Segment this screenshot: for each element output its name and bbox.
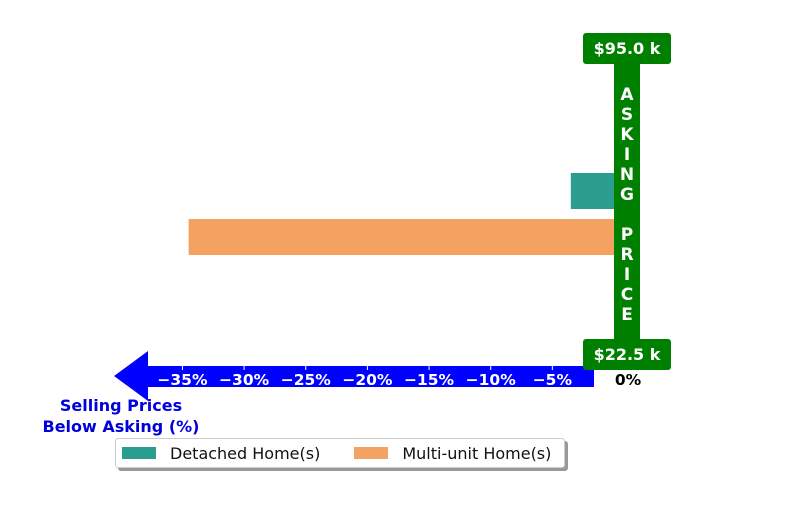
- x-tick-label: −30%: [219, 371, 270, 389]
- x-tick-label: −20%: [342, 371, 393, 389]
- legend-swatch-detached: [122, 447, 156, 459]
- x-tick-label: −5%: [533, 371, 573, 389]
- asking-price-letter: P: [621, 225, 633, 245]
- asking-price-letter: N: [620, 165, 634, 185]
- asking-price-letter: G: [620, 185, 634, 205]
- x-axis-arrow-group: −35% −30% −25% −20% −15% −10% −5% 0% Selling Pri…: [43, 351, 642, 436]
- axis-arrow-shaft: [148, 366, 594, 387]
- bar-multi-unit: [188, 219, 615, 255]
- asking-price-letter: E: [621, 305, 633, 325]
- asking-price-letter: I: [624, 145, 630, 165]
- asking-price-letter: C: [621, 285, 633, 305]
- price-top-badge: [583, 33, 671, 64]
- asking-price-letter: S: [621, 105, 633, 125]
- axis-title-line: Selling Prices: [60, 396, 182, 415]
- zero-label: 0%: [615, 371, 642, 389]
- legend-label-multi-unit: Multi-unit Home(s): [402, 443, 552, 463]
- axis-arrow-head: [114, 351, 148, 401]
- x-tick-label: −10%: [466, 371, 517, 389]
- legend-item-multi-unit: Multi-unit Home(s): [354, 444, 551, 463]
- asking-price-bar: [614, 62, 640, 340]
- x-tick-label: −15%: [404, 371, 455, 389]
- bars-group: [188, 173, 615, 255]
- legend-item-detached: Detached Home(s): [122, 444, 320, 463]
- axis-title-line: Below Asking (%): [43, 417, 200, 436]
- asking-price-letter: R: [620, 245, 633, 265]
- price-top-label: $95.0 k: [594, 39, 661, 58]
- price-bottom-label: $22.5 k: [594, 345, 661, 364]
- x-tick-label: −25%: [281, 371, 332, 389]
- bar-detached: [570, 173, 614, 209]
- legend-label-detached: Detached Home(s): [170, 443, 321, 463]
- x-tick-label: −35%: [157, 371, 208, 389]
- asking-price-letter: I: [624, 265, 630, 285]
- price-bottom-badge: [583, 339, 671, 370]
- asking-price-letter: A: [620, 85, 634, 105]
- asking-price-letter: K: [620, 125, 634, 145]
- legend: Detached Home(s) Multi-unit Home(s): [115, 438, 565, 468]
- legend-swatch-multi-unit: [354, 447, 389, 459]
